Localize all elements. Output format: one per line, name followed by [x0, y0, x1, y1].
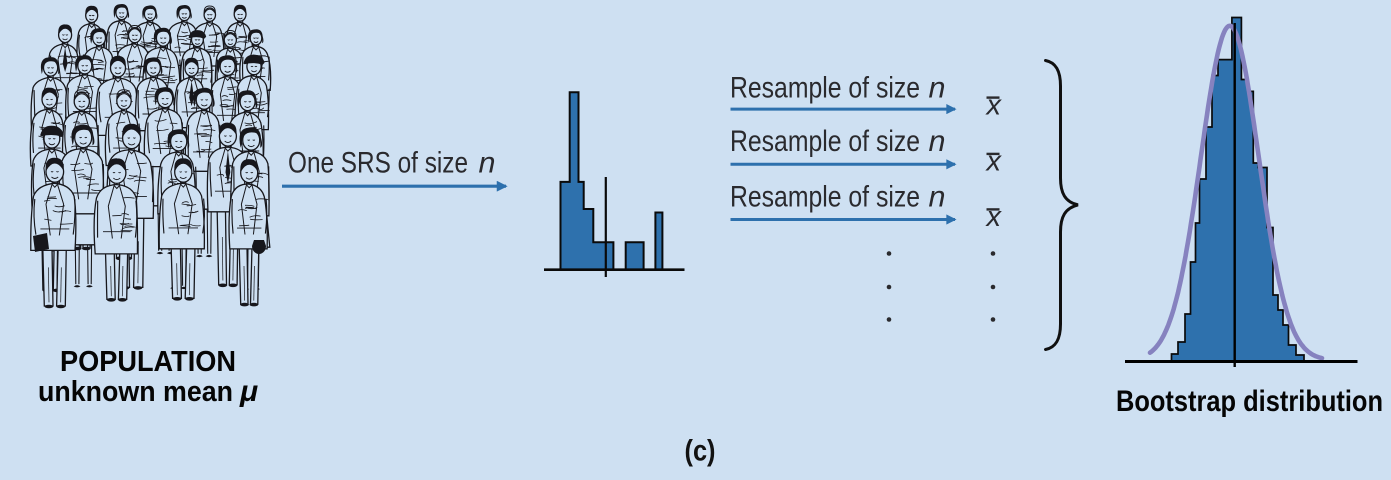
svg-text:One SRS of size: One SRS of size	[288, 147, 468, 180]
svg-text:x: x	[985, 146, 1003, 178]
svg-text:n: n	[929, 125, 946, 158]
svg-text:n: n	[479, 147, 496, 180]
svg-text:μ: μ	[239, 375, 258, 408]
svg-text:n: n	[929, 72, 946, 105]
svg-text:Resample of size: Resample of size	[730, 180, 920, 213]
svg-text:Resample of size: Resample of size	[730, 72, 920, 105]
svg-text:n: n	[929, 180, 946, 213]
svg-text:POPULATION: POPULATION	[60, 346, 236, 378]
svg-text:x: x	[985, 89, 1003, 121]
svg-text:unknown mean: unknown mean	[38, 376, 233, 408]
svg-text:Resample of size: Resample of size	[730, 125, 920, 158]
svg-text:(c): (c)	[685, 434, 716, 467]
svg-text:x: x	[985, 201, 1003, 233]
svg-text:Bootstrap distribution: Bootstrap distribution	[1116, 385, 1383, 418]
